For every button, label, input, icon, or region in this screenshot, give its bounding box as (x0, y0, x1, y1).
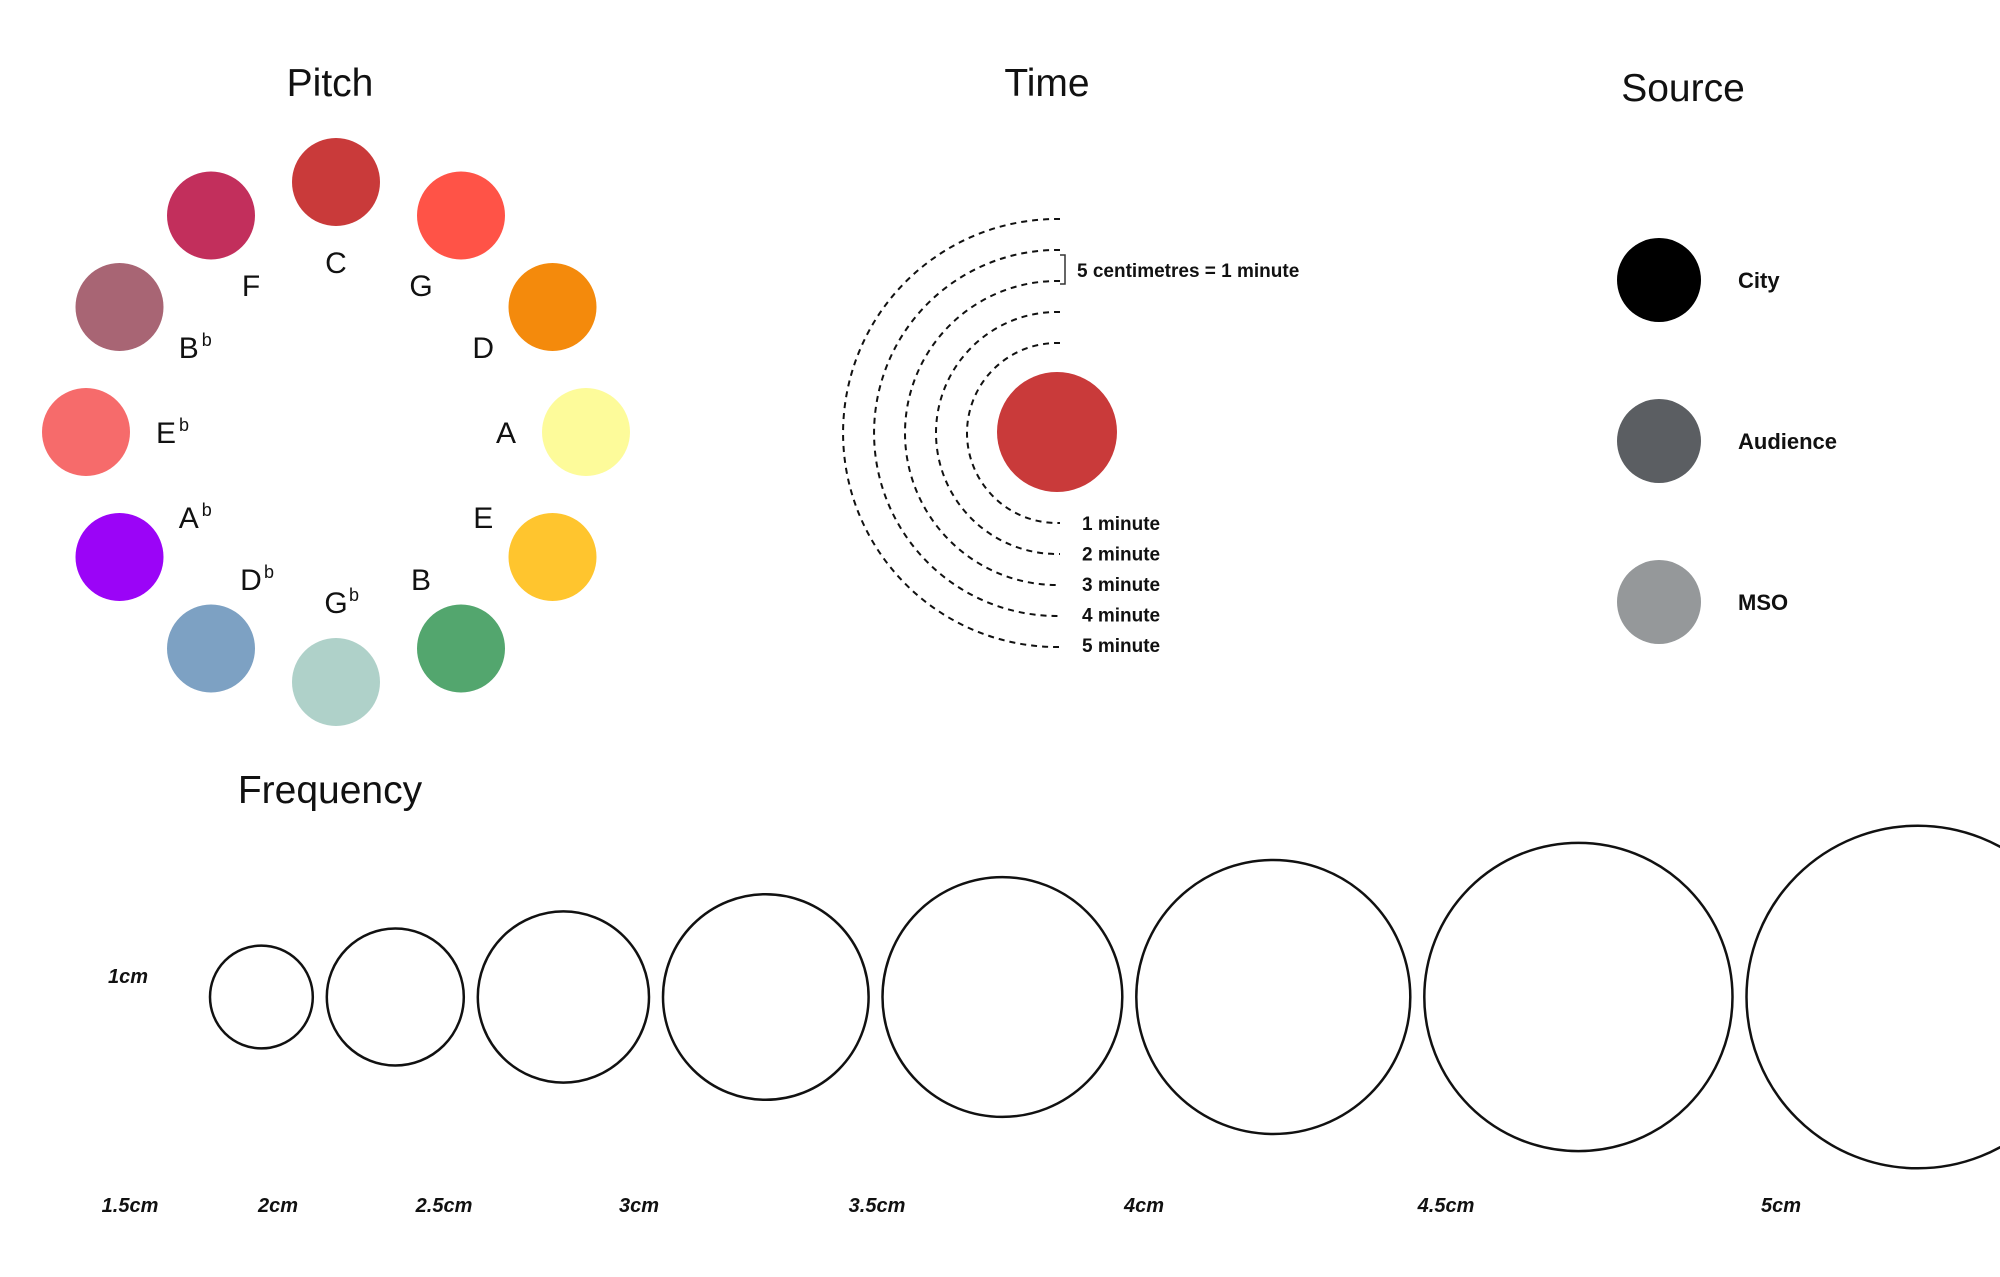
source-swatch-1 (1617, 238, 1701, 322)
frequency-title: Frequency (238, 769, 423, 812)
pitch-label-1: C (325, 247, 347, 280)
pitch-circle-4 (542, 388, 630, 476)
time-ring-label-5: 5 minute (1082, 636, 1160, 657)
pitch-label-10: E (156, 417, 176, 450)
time-ring-label-3: 3 minute (1082, 575, 1160, 596)
source-label-1: City (1738, 268, 1780, 293)
time-ring-label-2: 2 minute (1082, 545, 1160, 566)
frequency-reference-label: 1cm (108, 966, 148, 988)
time-section: Time 5 centimetres = 1 minute 1 minute 2 … (842, 62, 1299, 657)
pitch-circle-6 (417, 604, 505, 693)
time-ring-5 (842, 218, 1060, 648)
frequency-circle-6 (1135, 858, 1412, 1136)
frequency-size-label-6: 4cm (1123, 1195, 1164, 1217)
frequency-circle-8 (1745, 824, 2000, 1170)
pitch-circle-11 (75, 263, 164, 351)
pitch-label-12: F (242, 270, 260, 303)
pitch-flat-mark-8: b (264, 562, 274, 582)
pitch-flat-mark-7: b (349, 585, 359, 605)
time-marker-circle (997, 372, 1117, 492)
time-ring-2 (935, 311, 1060, 555)
frequency-circle-4 (661, 892, 870, 1102)
time-ring-label-1: 1 minute (1082, 514, 1160, 535)
frequency-size-label-8: 5cm (1761, 1195, 1801, 1217)
pitch-circle-8 (167, 604, 255, 693)
source-swatch-3 (1617, 560, 1701, 644)
pitch-label-5: E (473, 502, 493, 535)
pitch-label-7: G (324, 587, 347, 620)
time-ring-label-4: 4 minute (1082, 606, 1160, 627)
frequency-size-label-4: 3cm (619, 1195, 659, 1217)
frequency-circle-3 (476, 910, 651, 1084)
pitch-label-3: D (472, 332, 494, 365)
pitch-circle-10 (42, 388, 130, 476)
frequency-circles: 1.5cm 2cm 2.5cm 3cm 3.5cm 4cm 4.5cm 5cm (102, 824, 2000, 1217)
pitch-label-4: A (496, 417, 516, 450)
time-rings (842, 218, 1060, 648)
frequency-size-label-7: 4.5cm (1417, 1195, 1475, 1217)
time-ring-labels: 1 minute 2 minute 3 minute 4 minute 5 minute (1082, 514, 1160, 657)
frequency-size-label-1: 1.5cm (102, 1195, 159, 1217)
pitch-circle-1 (292, 138, 380, 226)
pitch-label-2: G (409, 270, 432, 303)
pitch-flat-mark-9: b (202, 500, 212, 520)
time-ring-3 (904, 280, 1060, 586)
pitch-circle-5 (508, 513, 597, 601)
pitch-title: Pitch (287, 62, 374, 105)
pitch-flat-mark-10: b (179, 415, 189, 435)
source-label-3: MSO (1738, 590, 1788, 615)
pitch-label-11: B (179, 332, 199, 365)
frequency-circle-5 (881, 875, 1124, 1119)
pitch-label-6: B (411, 564, 431, 597)
frequency-size-label-2: 2cm (257, 1195, 298, 1217)
time-ring-4 (873, 249, 1060, 617)
pitch-label-8: D (240, 564, 262, 597)
pitch-flat-mark-11: b (202, 330, 212, 350)
scale-bracket (1060, 254, 1066, 285)
time-scale-note: 5 centimetres = 1 minute (1077, 261, 1299, 282)
pitch-circle-2 (417, 171, 505, 260)
time-title: Time (1004, 62, 1089, 105)
pitch-label-9: A (179, 502, 199, 535)
frequency-section: Frequency 1cm 1.5cm 2cm 2.5cm 3cm 3.5cm 4cm 4.… (102, 769, 2000, 1217)
source-label-2: Audience (1738, 429, 1837, 454)
pitch-circle-7 (292, 638, 380, 726)
pitch-circle-3 (508, 263, 597, 351)
frequency-size-label-3: 2.5cm (415, 1195, 473, 1217)
frequency-size-label-5: 3.5cm (849, 1195, 906, 1217)
pitch-circle-9 (75, 513, 164, 601)
source-title: Source (1621, 67, 1745, 110)
source-legend: City Audience MSO (1617, 238, 1837, 644)
time-ring-1 (966, 342, 1060, 524)
source-swatch-2 (1617, 399, 1701, 483)
frequency-circle-2 (325, 927, 466, 1067)
source-section: Source City Audience MSO (1617, 67, 1837, 644)
pitch-circle-12 (167, 171, 255, 260)
frequency-circle-7 (1423, 841, 1734, 1153)
frequency-circle-1 (208, 944, 315, 1050)
